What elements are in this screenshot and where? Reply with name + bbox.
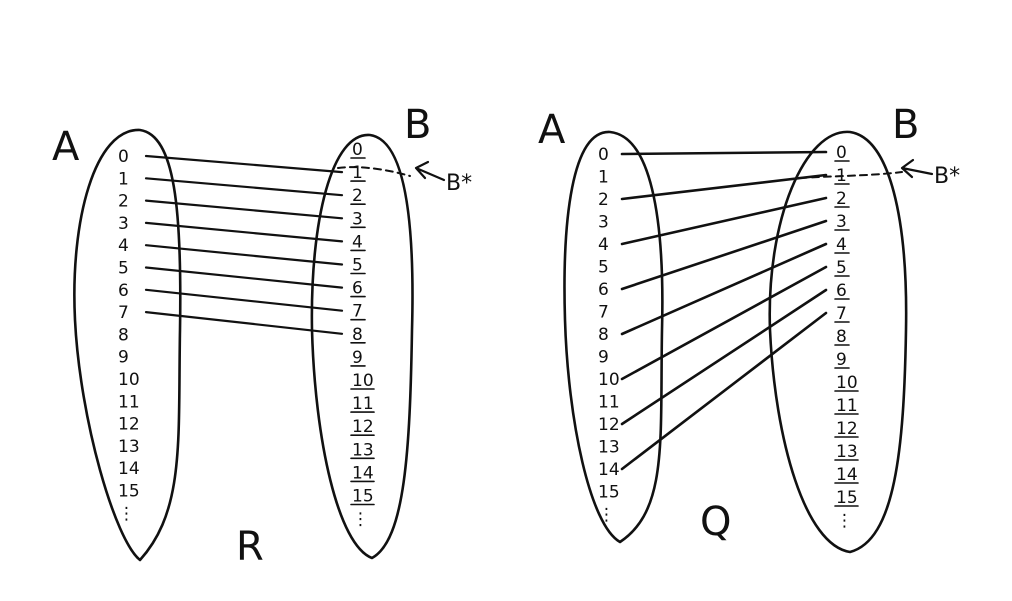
set-a-element: 5 <box>118 259 129 279</box>
set-b-element: 5 <box>352 256 363 276</box>
mapping-lines <box>146 156 342 334</box>
set-b-element: 1 <box>352 163 363 183</box>
set-a-element: 7 <box>118 303 129 323</box>
set-b-element: 2 <box>352 186 363 206</box>
set-a-element: 13 <box>118 437 140 457</box>
mapping-line <box>622 198 826 244</box>
set-b-element: 10 <box>352 371 374 391</box>
set-b-element: 3 <box>352 209 363 229</box>
set-b-element: 9 <box>352 348 363 368</box>
set-a-elements: 0123456789101112131415⋮ <box>598 145 620 525</box>
set-b-element: 4 <box>352 232 363 252</box>
set-a-element: 8 <box>118 325 129 345</box>
star-label: B* <box>934 164 960 189</box>
set-a-element: 10 <box>598 370 620 390</box>
set-a-element: 3 <box>598 213 609 233</box>
set-a-element: 1 <box>118 169 129 189</box>
set-a-element: 3 <box>118 214 129 234</box>
mapping-line <box>146 245 342 264</box>
set-b-element: 1 <box>836 166 847 186</box>
mapping-line <box>146 223 342 242</box>
set-a-element: 14 <box>598 460 620 480</box>
set-a-element: 4 <box>118 236 129 256</box>
set-b-element: 6 <box>352 279 363 299</box>
set-b-element: 0 <box>836 143 847 163</box>
mapping-line <box>146 201 342 219</box>
set-a-element: 14 <box>118 459 140 479</box>
set-b-element: 13 <box>836 442 858 462</box>
mapping-lines <box>622 152 826 469</box>
set-b-element: ⋮ <box>352 510 369 530</box>
set-b-element: 15 <box>836 488 858 508</box>
set-a-element: 5 <box>598 258 609 278</box>
set-a-element: 8 <box>598 325 609 345</box>
set-b-element: 7 <box>352 302 363 322</box>
set-a-element: 15 <box>598 483 620 503</box>
set-b-element: 8 <box>836 327 847 347</box>
set-a-element: 9 <box>118 348 129 368</box>
diagram-label: Q <box>700 499 731 545</box>
set-b-element: 4 <box>836 235 847 255</box>
set-a-element: 12 <box>118 415 140 435</box>
set-b-element: 6 <box>836 281 847 301</box>
set-a-element: 4 <box>598 235 609 255</box>
mapping-line <box>622 313 826 469</box>
set-a-element: 11 <box>118 392 140 412</box>
star-arrow <box>416 162 444 180</box>
set-a-element: 11 <box>598 393 620 413</box>
set-a-element: 13 <box>598 438 620 458</box>
set-b-element: 14 <box>352 463 374 483</box>
set-a-label: A <box>538 107 566 153</box>
set-b-element: 12 <box>352 417 374 437</box>
set-b-element: 2 <box>836 189 847 209</box>
set-b-element: 9 <box>836 350 847 370</box>
set-b-element: 5 <box>836 258 847 278</box>
set-b-element: 15 <box>352 487 374 507</box>
diagram-label: R <box>236 524 264 570</box>
set-a-element: 2 <box>598 190 609 210</box>
set-a-element: 7 <box>598 303 609 323</box>
set-a-element: 10 <box>118 370 140 390</box>
set-b-element: 8 <box>352 325 363 345</box>
set-a-label: A <box>52 124 80 170</box>
star-label: B* <box>446 171 472 196</box>
mapping-line <box>622 244 826 334</box>
set-b-element: ⋮ <box>836 511 853 531</box>
set-b-label: B <box>404 102 431 148</box>
set-a-element: 1 <box>598 168 609 188</box>
star-arrow <box>902 160 932 177</box>
set-a-element: 9 <box>598 348 609 368</box>
mapping-line <box>622 267 826 379</box>
set-a-element: 0 <box>118 147 129 167</box>
mapping-line <box>622 221 826 289</box>
set-a-element: 2 <box>118 192 129 212</box>
set-b-element: 3 <box>836 212 847 232</box>
mapping-line <box>146 156 342 172</box>
set-a-element: 12 <box>598 415 620 435</box>
set-a-oval <box>565 132 663 542</box>
set-b-element: 10 <box>836 373 858 393</box>
set-a-element: 15 <box>118 482 140 502</box>
set-b-element: 11 <box>352 394 374 414</box>
set-b-element: 7 <box>836 304 847 324</box>
set-b-element: 13 <box>352 440 374 460</box>
set-a-element: 6 <box>598 280 609 300</box>
set-a-element: 6 <box>118 281 129 301</box>
set-b-element: 12 <box>836 419 858 439</box>
set-a-element: ⋮ <box>118 504 135 524</box>
mapping-line <box>622 290 826 424</box>
set-a-element: ⋮ <box>598 505 615 525</box>
set-b-element: 14 <box>836 465 858 485</box>
set-b-element: 11 <box>836 396 858 416</box>
set-a-element: 0 <box>598 145 609 165</box>
set-b-label: B <box>892 102 919 148</box>
mapping-line <box>622 152 826 154</box>
set-b-element: 0 <box>352 140 363 160</box>
